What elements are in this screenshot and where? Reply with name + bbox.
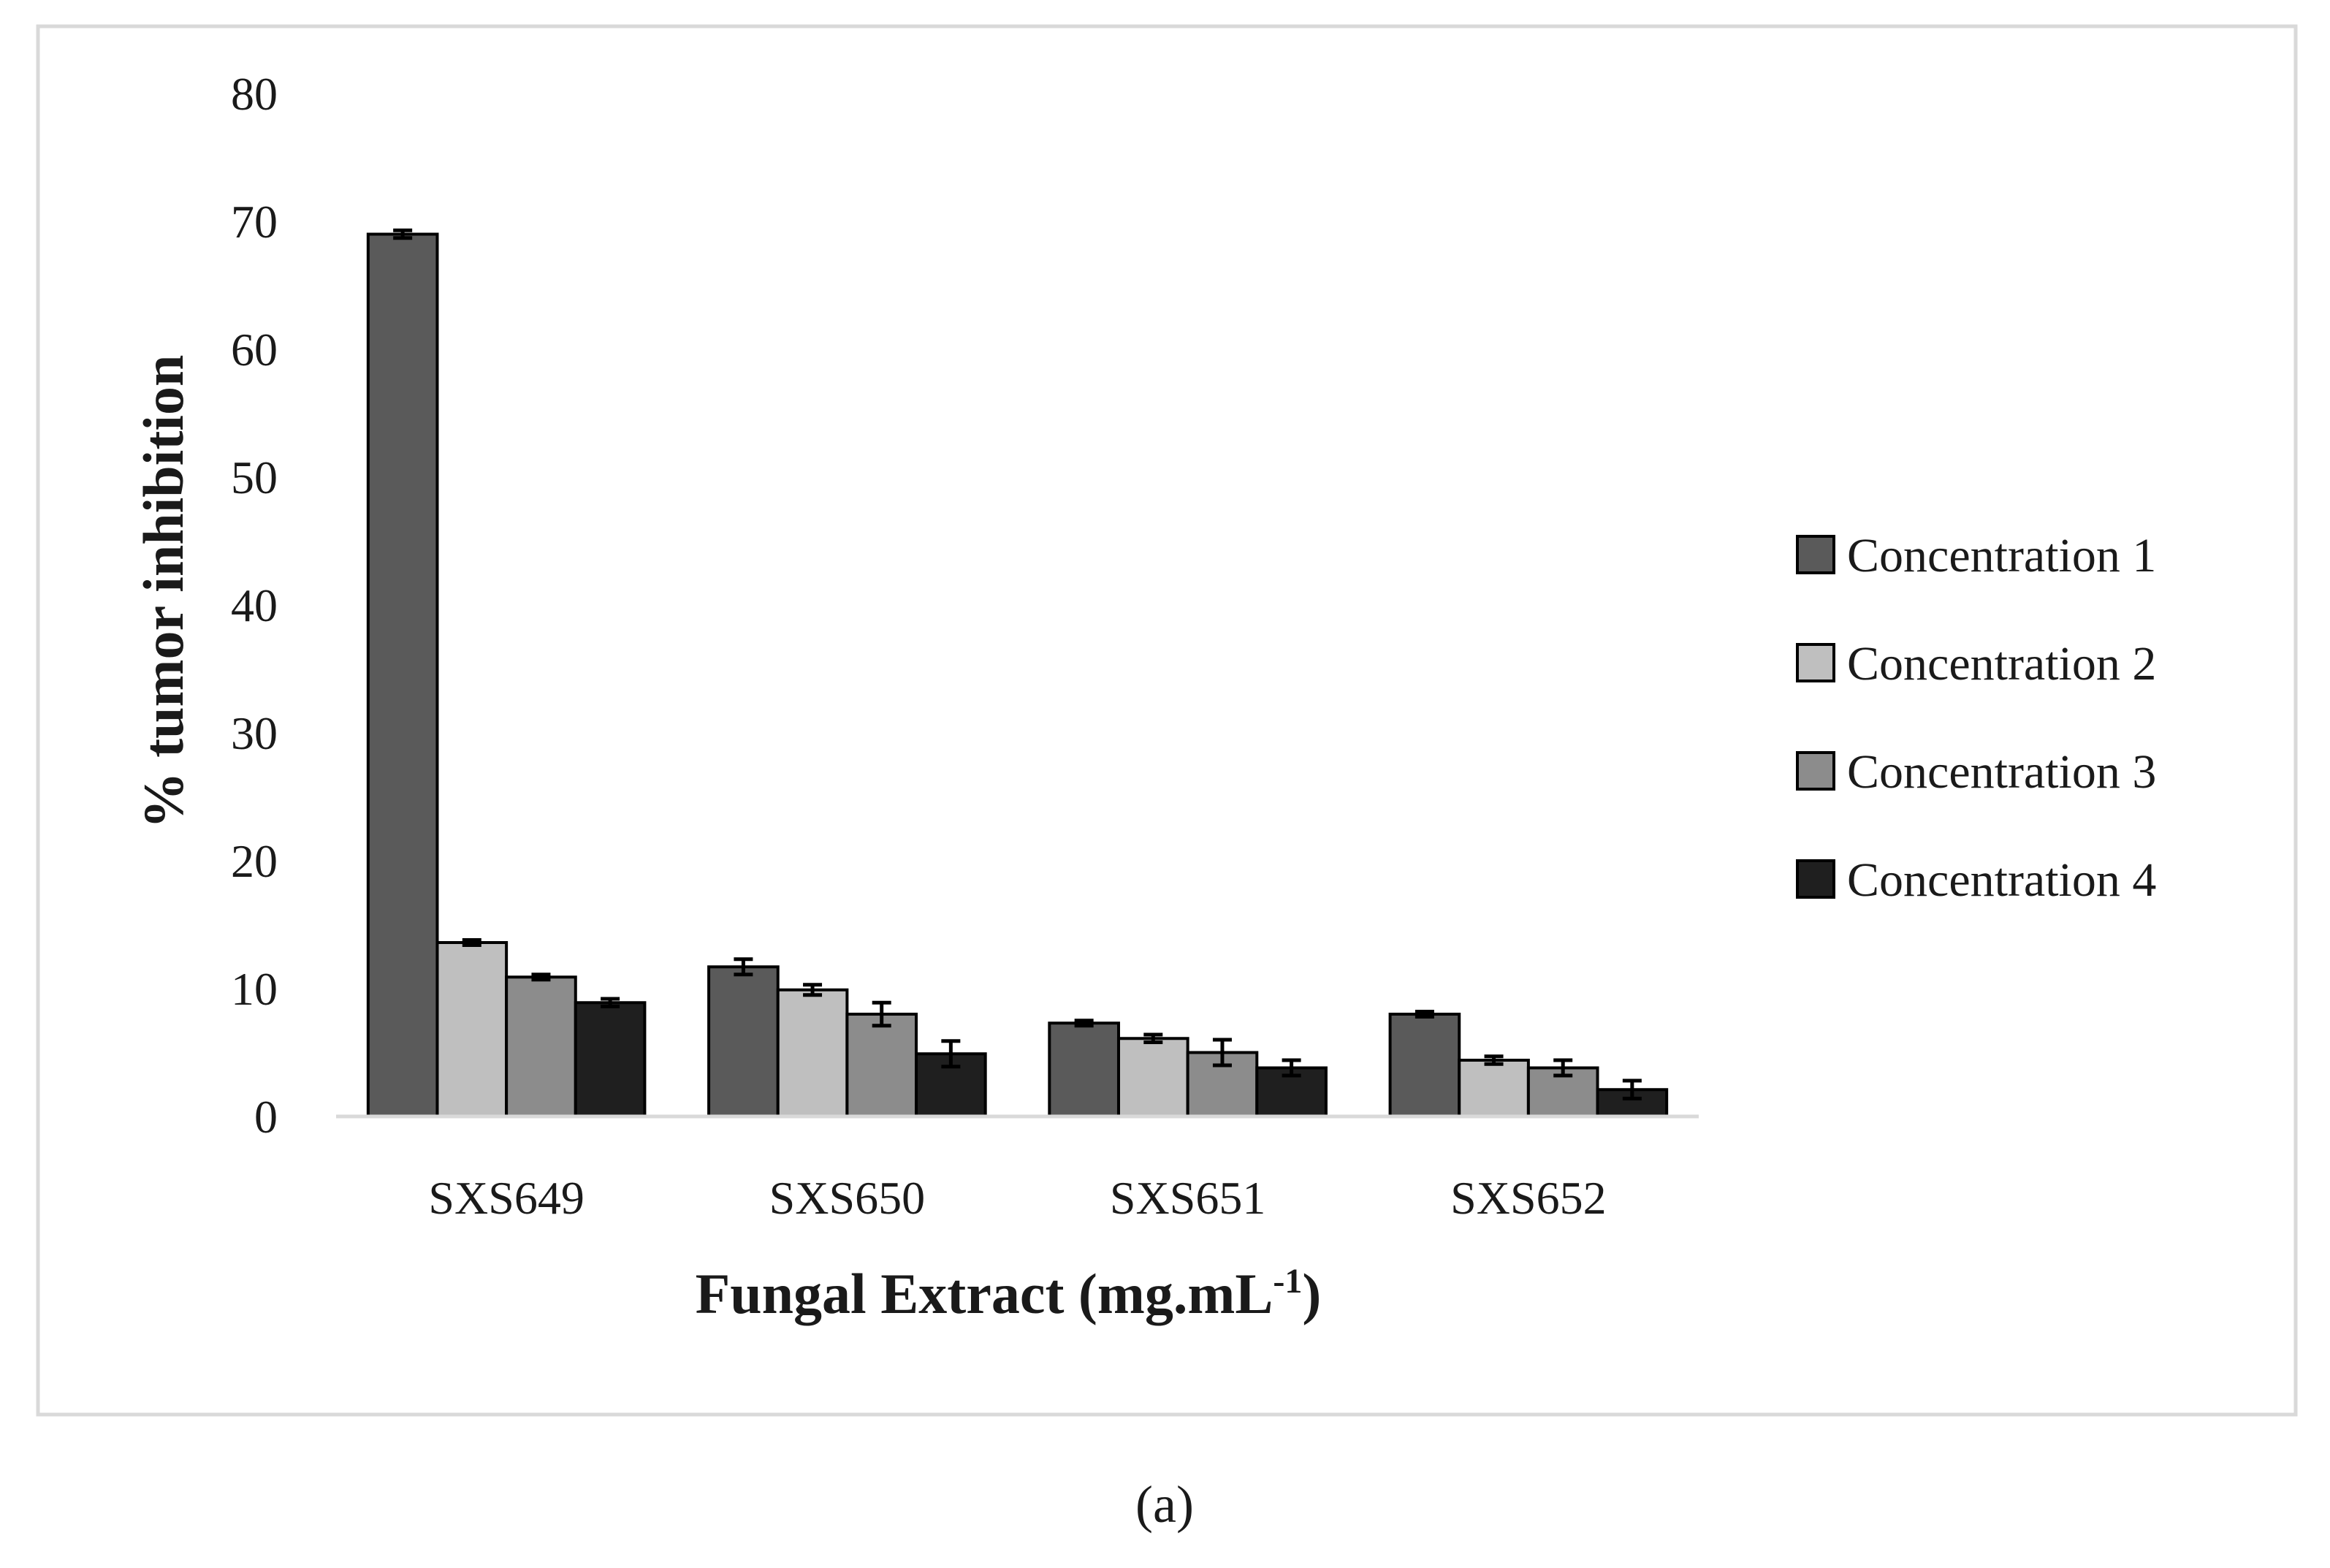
legend-item: Concentration 3 <box>1796 745 2156 799</box>
x-tick-label: SXS652 <box>1450 1172 1606 1224</box>
x-axis-title-suffix: ) <box>1302 1262 1321 1325</box>
legend-item: Concentration 1 <box>1796 529 2156 582</box>
legend-label: Concentration 1 <box>1847 529 2156 582</box>
y-tick-label: 80 <box>231 68 278 120</box>
legend-swatch <box>1796 859 1835 899</box>
error-bar-sxs650-concentration-4 <box>941 1039 961 1069</box>
legend-swatch <box>1796 535 1835 574</box>
error-bar-sxs650-concentration-2 <box>803 983 823 997</box>
x-tick-label: SXS650 <box>769 1172 925 1224</box>
error-bar-sxs649-concentration-4 <box>601 997 620 1008</box>
bar-sxs649-concentration-3 <box>505 975 577 1118</box>
bar-sxs651-concentration-2 <box>1116 1037 1189 1118</box>
y-tick-label: 50 <box>231 452 278 503</box>
bar-sxs650-concentration-2 <box>776 988 849 1118</box>
y-tick-label: 0 <box>254 1091 278 1143</box>
y-tick-label: 60 <box>231 324 278 376</box>
error-bar-sxs652-concentration-1 <box>1415 1010 1434 1019</box>
error-bar-sxs651-concentration-4 <box>1282 1058 1301 1078</box>
x-tick-label: SXS649 <box>428 1172 584 1224</box>
error-bar-sxs652-concentration-3 <box>1553 1058 1573 1078</box>
error-bar-sxs649-concentration-1 <box>393 228 413 240</box>
y-tick-label: 10 <box>231 963 278 1015</box>
error-bar-sxs651-concentration-2 <box>1143 1032 1163 1044</box>
x-axis-title-main: Fungal Extract (mg.mL <box>696 1262 1273 1325</box>
legend-label: Concentration 2 <box>1847 637 2156 690</box>
error-bar-sxs649-concentration-3 <box>531 973 551 982</box>
error-bar-sxs652-concentration-2 <box>1484 1054 1504 1066</box>
bar-sxs652-concentration-1 <box>1388 1013 1461 1118</box>
x-axis-title: Fungal Extract (mg.mL-1) <box>696 1262 1322 1325</box>
bar-sxs649-concentration-4 <box>574 1001 647 1118</box>
x-axis-title-superscript: -1 <box>1273 1262 1302 1301</box>
legend-swatch <box>1796 751 1835 791</box>
panel-label: (a) <box>1135 1475 1194 1534</box>
bar-sxs652-concentration-2 <box>1458 1059 1530 1118</box>
legend: Concentration 1 Concentration 2 Concentrat… <box>1796 529 2156 907</box>
legend-swatch <box>1796 643 1835 682</box>
bar-sxs650-concentration-3 <box>845 1013 918 1118</box>
legend-item: Concentration 2 <box>1796 637 2156 690</box>
y-axis-title: % tumor inhibition <box>132 355 195 829</box>
error-bars-group <box>393 228 1642 1100</box>
y-axis-ticks: 0 10 20 30 40 50 60 70 80 <box>231 68 278 1143</box>
y-tick-label: 20 <box>231 835 278 887</box>
y-tick-label: 70 <box>231 196 278 248</box>
y-tick-label: 30 <box>231 707 278 759</box>
bar-sxs649-concentration-2 <box>435 941 509 1118</box>
legend-label: Concentration 3 <box>1847 745 2156 799</box>
x-tick-label: SXS651 <box>1110 1172 1265 1224</box>
y-tick-label: 40 <box>231 579 278 631</box>
error-bar-sxs650-concentration-3 <box>872 1000 891 1028</box>
bar-sxs651-concentration-1 <box>1048 1021 1120 1118</box>
error-bar-sxs651-concentration-3 <box>1212 1038 1232 1067</box>
bar-sxs649-concentration-1 <box>366 232 439 1118</box>
legend-label: Concentration 4 <box>1847 853 2156 907</box>
bar-sxs650-concentration-1 <box>707 965 780 1118</box>
error-bar-sxs649-concentration-2 <box>462 938 481 947</box>
error-bar-sxs652-concentration-4 <box>1622 1078 1642 1100</box>
error-bar-sxs651-concentration-1 <box>1074 1019 1094 1028</box>
legend-item: Concentration 4 <box>1796 853 2156 907</box>
x-axis-ticks: SXS649 SXS650 SXS651 SXS652 <box>428 1172 1606 1224</box>
error-bar-sxs650-concentration-1 <box>734 957 753 977</box>
